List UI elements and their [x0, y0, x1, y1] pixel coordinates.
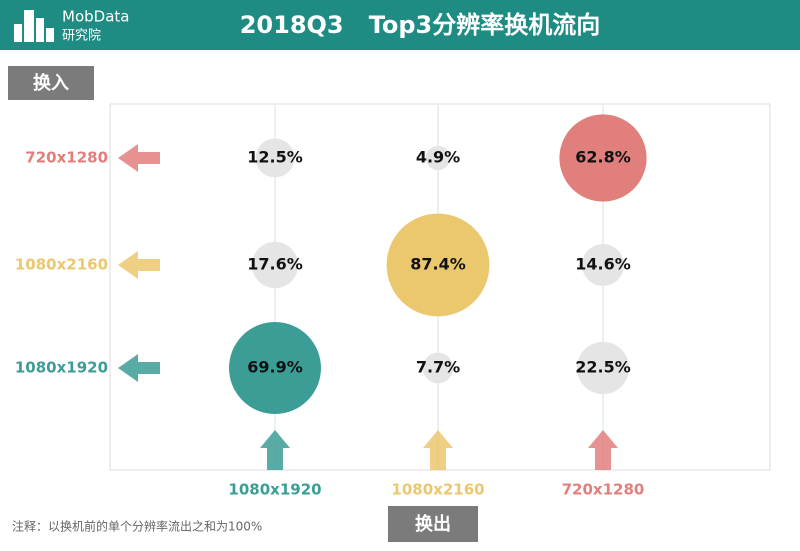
- bubble: [255, 138, 295, 178]
- x-tick-label: 1080x2160: [391, 481, 484, 499]
- note: 注释：以换机前的单个分辨率流出之和为100%: [12, 519, 262, 534]
- bubble: [386, 213, 490, 317]
- chart-title: 2018Q3 Top3分辨率换机流向: [240, 11, 601, 39]
- value-label: 12.5%: [247, 148, 303, 167]
- bubble: [422, 352, 454, 384]
- row-label: 720x1280: [25, 149, 108, 167]
- bubble: [559, 114, 647, 202]
- row-label: 1080x2160: [15, 256, 108, 274]
- bubble: [229, 322, 321, 414]
- out-arrow: [588, 430, 618, 470]
- x-label-box: [388, 506, 478, 542]
- y-axis-label: 换入: [33, 72, 69, 94]
- bubble: [581, 243, 625, 287]
- in-arrow: [118, 144, 160, 172]
- value-label: 4.9%: [416, 148, 460, 167]
- value-label: 22.5%: [575, 358, 631, 377]
- brand-name: MobData: [62, 8, 129, 26]
- logo-icon: [14, 10, 54, 42]
- header-bar: [0, 0, 800, 50]
- y-label-box: [8, 66, 94, 100]
- value-label: 17.6%: [247, 255, 303, 274]
- bubble: [576, 341, 630, 395]
- out-arrow: [260, 430, 290, 470]
- in-arrow: [118, 251, 160, 279]
- row-label: 1080x1920: [15, 359, 108, 377]
- in-arrow: [118, 354, 160, 382]
- brand-sub: 研究院: [62, 29, 101, 44]
- bubble: [251, 241, 299, 289]
- value-label: 62.8%: [575, 148, 631, 167]
- x-tick-label: 1080x1920: [228, 481, 321, 499]
- x-tick-label: 720x1280: [562, 481, 645, 499]
- bubble: [425, 145, 451, 171]
- out-arrow: [423, 430, 453, 470]
- value-label: 7.7%: [416, 358, 460, 377]
- value-label: 69.9%: [247, 358, 303, 377]
- value-label: 14.6%: [575, 255, 631, 274]
- x-axis-label: 换出: [415, 513, 451, 535]
- value-label: 87.4%: [410, 255, 466, 274]
